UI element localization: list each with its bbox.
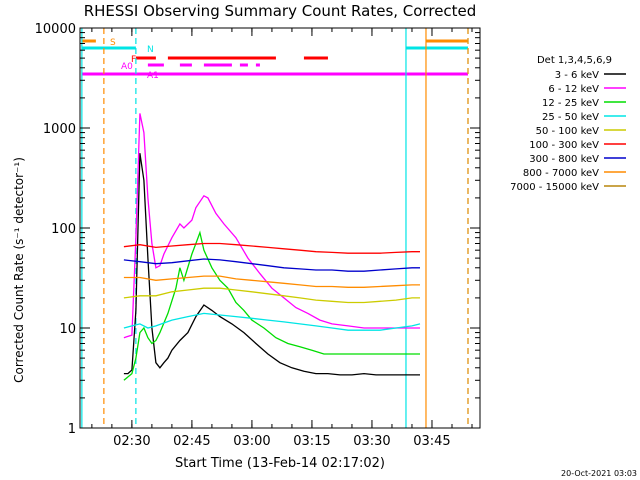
legend-entry-label: 3 - 6 keV: [555, 70, 599, 81]
legend-entry-label: 25 - 50 keV: [542, 112, 599, 123]
y-tick-label: 1: [68, 422, 76, 437]
legend-entry-label: 12 - 25 keV: [542, 98, 599, 109]
x-tick-label: 02:45: [173, 434, 210, 449]
flag-label-a1: A1: [147, 71, 159, 81]
legend-title: Det 1,3,4,5,6,9: [537, 55, 612, 66]
series-lines: [123, 113, 421, 381]
y-tick-label: 10: [59, 322, 76, 337]
series-line: [123, 287, 420, 304]
x-tick-label: 02:30: [113, 434, 150, 449]
flag-label-a0: A0: [121, 62, 133, 72]
y-tick-label: 1000: [43, 122, 76, 137]
footer-date: 20-Oct-2021 03:03: [561, 469, 637, 478]
y-tick-label: 100: [51, 222, 76, 237]
chart-title: RHESSI Observing Summary Count Rates, Co…: [84, 2, 477, 20]
plot-frame: [79, 27, 481, 429]
legend-entry-label: 800 - 7000 keV: [523, 168, 599, 179]
series-line: [123, 113, 420, 339]
y-axis-label: Corrected Count Rate (s⁻¹ detector⁻¹): [12, 157, 26, 383]
series-line: [123, 153, 420, 376]
series-line: [123, 258, 420, 272]
series-line: [123, 242, 420, 254]
x-axis-label: Start Time (13-Feb-14 02:17:02): [175, 456, 385, 471]
x-tick-label: 03:30: [353, 434, 390, 449]
series-line: [123, 275, 420, 288]
axis-ticks: 02:30 02:45 03:00 03:15 03:30 03:45 1 10 100 1000…: [35, 22, 480, 449]
series-line: [123, 312, 421, 331]
legend-entry-label: 100 - 300 keV: [529, 140, 599, 151]
series-line: [123, 230, 420, 381]
flag-label-n: N: [147, 45, 154, 55]
flag-label-s: S: [110, 38, 116, 48]
vertical-marker-lines: [81, 28, 469, 428]
legend: Det 1,3,4,5,6,9 3 - 6 keV 6 - 12 keV 12 - 2…: [510, 55, 626, 193]
legend-entry-label: 6 - 12 keV: [548, 84, 599, 95]
flag-label-f: F: [131, 55, 136, 65]
legend-entry-label: 7000 - 15000 keV: [510, 182, 599, 193]
y-tick-label: 10000: [35, 22, 76, 37]
flag-bars: S N FA0 A1: [81, 38, 468, 81]
legend-entry-label: 300 - 800 keV: [529, 154, 599, 165]
x-tick-label: 03:00: [233, 434, 270, 449]
x-tick-label: 03:15: [293, 434, 330, 449]
legend-entry-label: 50 - 100 keV: [536, 126, 600, 137]
x-tick-label: 03:45: [413, 434, 450, 449]
